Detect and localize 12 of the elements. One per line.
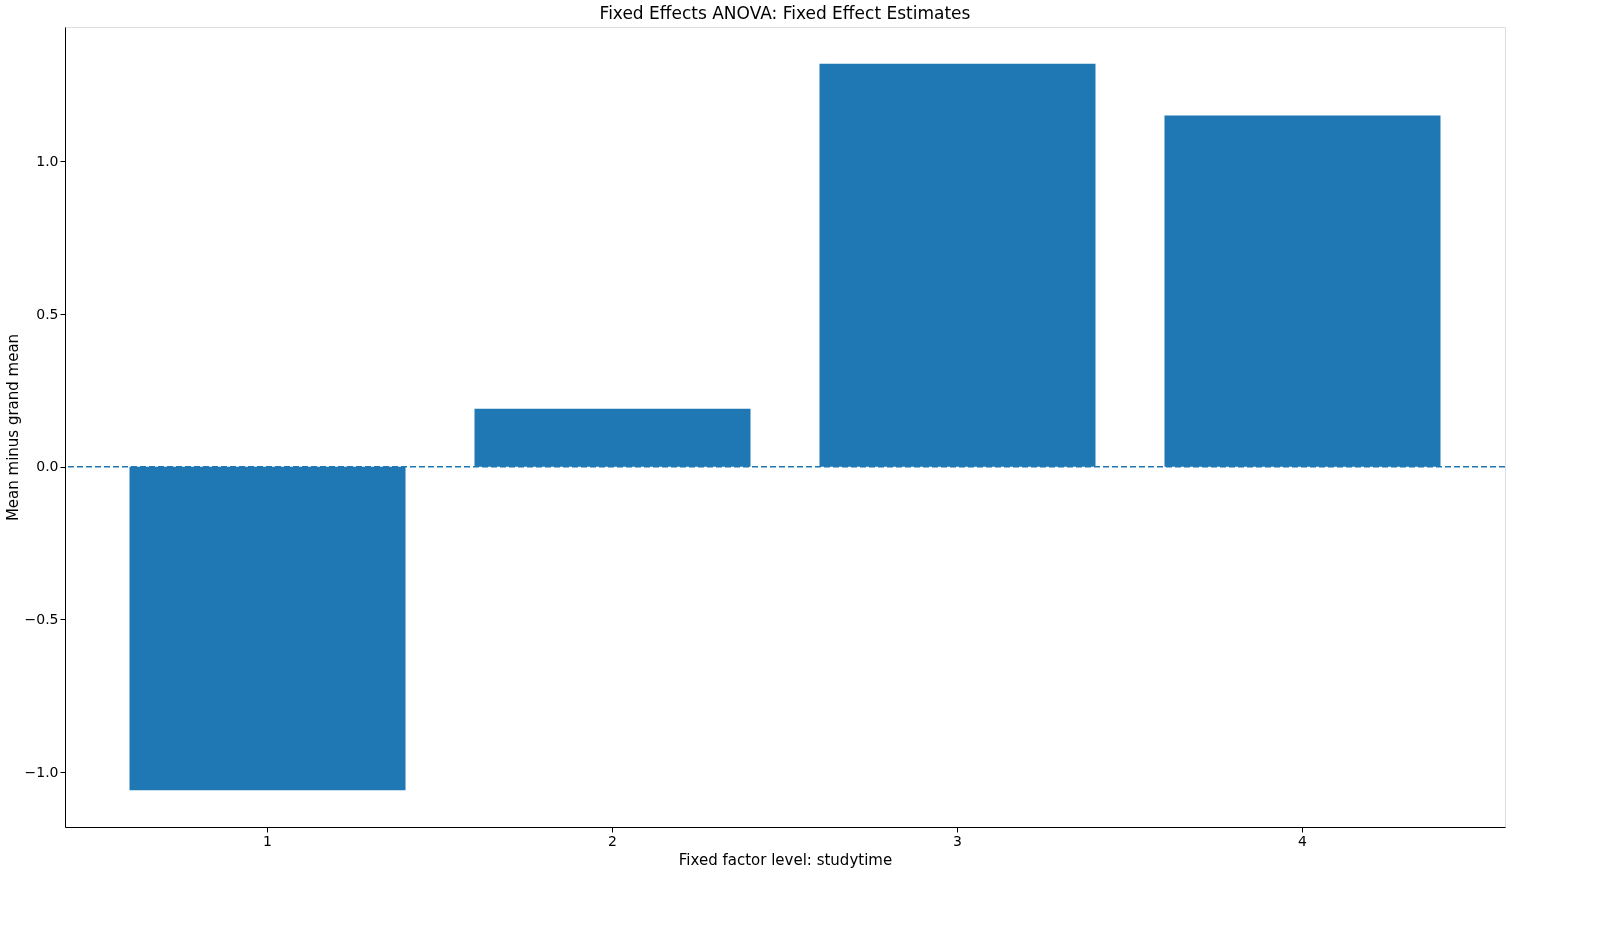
- y-tick-label: 1.0: [36, 152, 59, 169]
- x-tick-label: 1: [263, 832, 272, 849]
- y-axis-title: Mean minus grand mean: [3, 333, 22, 522]
- x-axis-title: Fixed factor level: studytime: [678, 850, 893, 869]
- x-tick-label: 4: [1298, 832, 1308, 849]
- y-tick-label: 0.0: [36, 458, 59, 475]
- y-tick-label: −1.0: [24, 763, 59, 780]
- x-tick-label: 2: [608, 832, 617, 849]
- y-tick-label: 0.5: [36, 305, 59, 322]
- x-tick-label: 3: [953, 832, 962, 849]
- chart-title: Fixed Effects ANOVA: Fixed Effect Estimates: [599, 3, 971, 23]
- y-tick-label: −0.5: [24, 610, 59, 627]
